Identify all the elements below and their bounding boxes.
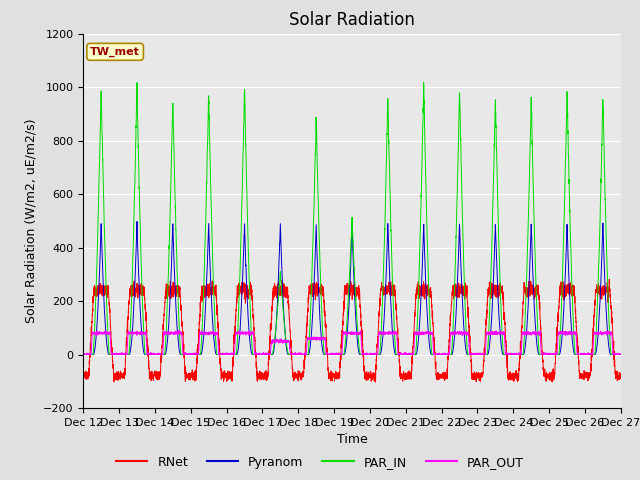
PAR_IN bbox=[617, 352, 625, 358]
Pyranom bbox=[617, 352, 625, 358]
Pyranom bbox=[616, 352, 624, 358]
Line: PAR_IN: PAR_IN bbox=[83, 83, 621, 355]
PAR_IN bbox=[79, 352, 87, 358]
PAR_IN bbox=[133, 80, 141, 85]
PAR_OUT bbox=[175, 327, 183, 333]
Legend: RNet, Pyranom, PAR_IN, PAR_OUT: RNet, Pyranom, PAR_IN, PAR_OUT bbox=[111, 451, 529, 474]
RNet bbox=[176, 284, 184, 290]
Line: PAR_OUT: PAR_OUT bbox=[83, 330, 621, 355]
PAR_IN bbox=[332, 352, 340, 358]
PAR_IN bbox=[616, 352, 624, 358]
PAR_OUT bbox=[79, 351, 87, 357]
Pyranom bbox=[332, 352, 340, 358]
RNet bbox=[617, 371, 625, 377]
Line: RNet: RNet bbox=[83, 279, 621, 382]
RNet bbox=[472, 372, 480, 378]
X-axis label: Time: Time bbox=[337, 433, 367, 446]
RNet bbox=[443, 374, 451, 380]
RNet bbox=[503, 357, 511, 363]
RNet bbox=[79, 372, 87, 377]
PAR_OUT bbox=[332, 351, 340, 357]
PAR_OUT bbox=[443, 352, 451, 358]
PAR_IN bbox=[472, 352, 480, 358]
PAR_OUT bbox=[176, 331, 184, 336]
Pyranom bbox=[79, 352, 87, 358]
PAR_OUT bbox=[617, 352, 625, 358]
Title: Solar Radiation: Solar Radiation bbox=[289, 11, 415, 29]
PAR_OUT bbox=[79, 352, 87, 358]
Pyranom bbox=[133, 218, 141, 224]
RNet bbox=[616, 374, 624, 380]
RNet bbox=[371, 379, 379, 385]
PAR_IN bbox=[443, 352, 451, 358]
PAR_IN bbox=[503, 352, 511, 358]
Y-axis label: Solar Radiation (W/m2, uE/m2/s): Solar Radiation (W/m2, uE/m2/s) bbox=[24, 119, 37, 323]
Pyranom bbox=[472, 352, 480, 358]
RNet bbox=[332, 369, 340, 374]
PAR_IN bbox=[176, 339, 184, 345]
Pyranom bbox=[503, 352, 511, 358]
PAR_OUT bbox=[473, 352, 481, 358]
Line: Pyranom: Pyranom bbox=[83, 221, 621, 355]
PAR_OUT bbox=[616, 351, 624, 357]
Pyranom bbox=[176, 350, 184, 356]
PAR_OUT bbox=[503, 352, 511, 358]
RNet bbox=[605, 276, 613, 282]
Text: TW_met: TW_met bbox=[90, 47, 140, 57]
Pyranom bbox=[443, 352, 451, 358]
